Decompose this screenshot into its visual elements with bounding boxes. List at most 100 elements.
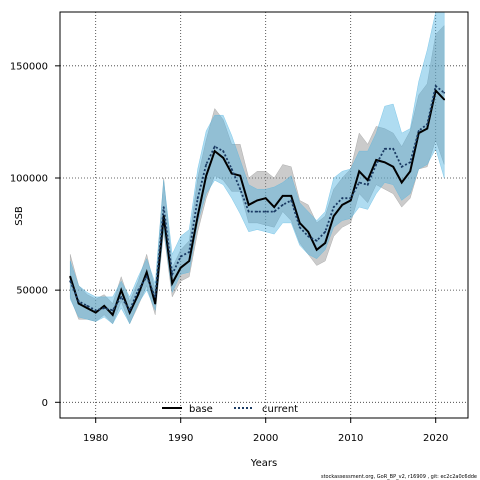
x-axis: 1980 1990 2000 2010 2020 [83,418,448,444]
point-current [247,210,250,213]
point-current [94,309,97,312]
x-tick-label: 2010 [338,433,363,444]
legend-label-current: current [262,404,298,415]
y-tick-label: 0 [42,398,48,409]
point-current [341,197,344,200]
y-axis: 0 50000 100000 150000 [10,61,60,409]
point-base [256,199,259,202]
point-current [392,147,395,150]
point-current [298,226,301,229]
legend-label-base: base [189,404,213,415]
point-base [383,161,386,164]
legend: base current [162,404,298,415]
series-points [69,85,446,316]
point-current [111,309,114,312]
point-base [392,165,395,168]
point-current [324,230,327,233]
x-axis-title: Years [250,458,277,469]
band-current [69,11,445,325]
point-current [103,307,106,309]
point-current [256,210,259,213]
point-base [315,248,318,251]
point-base [273,206,276,209]
point-base [145,271,148,274]
point-current [230,168,233,170]
confidence-bands [69,11,445,325]
point-base [222,156,225,159]
point-current [358,181,361,184]
point-current [171,273,174,276]
x-tick-label: 1990 [168,433,193,444]
point-base [409,170,412,173]
point-current [222,150,225,152]
point-base [205,174,208,177]
point-base [103,304,106,307]
footnote: stockassessment.org, GoR_BP_v2, r16909 ,… [321,474,477,480]
y-axis-title: SSB [14,206,25,226]
point-base [307,230,310,233]
y-tick-label: 150000 [10,61,48,72]
x-tick-label: 2020 [423,433,448,444]
point-current [375,163,378,166]
point-base [77,302,80,305]
point-base [179,266,182,269]
point-current [137,289,140,292]
point-current [434,85,437,87]
point-current [315,239,318,242]
point-base [417,132,420,135]
point-current [77,300,80,303]
point-base [290,195,293,197]
y-tick-label: 100000 [10,173,48,184]
point-base [120,289,123,292]
point-current [213,145,216,148]
point-base [358,170,361,173]
point-current [196,197,199,200]
point-base [375,159,378,161]
point-current [332,206,335,209]
point-current [443,91,446,94]
point-base [239,174,242,177]
point-base [341,204,344,206]
point-base [188,260,191,262]
point-base [171,282,174,285]
point-current [154,295,157,298]
point-current [290,199,293,202]
point-current [426,123,429,126]
point-base [247,204,250,206]
point-current [409,161,412,164]
point-current [417,129,420,132]
point-current [86,304,89,307]
point-base [366,179,369,182]
point-base [213,150,216,152]
point-base [426,127,429,130]
x-tick-label: 2000 [253,433,278,444]
point-current [69,280,72,283]
point-base [400,181,403,184]
point-base [443,98,446,101]
point-base [324,242,327,244]
point-current [239,188,242,191]
point-base [69,275,72,278]
point-current [281,204,284,206]
point-base [128,311,131,314]
point-base [111,313,114,316]
point-base [281,195,284,197]
point-base [137,293,140,296]
point-base [196,215,199,218]
point-current [264,210,267,213]
point-base [349,199,352,202]
point-current [366,183,369,186]
point-current [307,235,310,238]
point-current [128,309,131,312]
point-base [298,221,301,224]
point-base [332,215,335,218]
point-base [154,302,157,305]
point-base [86,307,89,309]
point-current [179,255,182,258]
point-current [383,147,386,150]
point-current [145,275,148,278]
point-current [205,163,208,166]
point-current [120,295,123,298]
